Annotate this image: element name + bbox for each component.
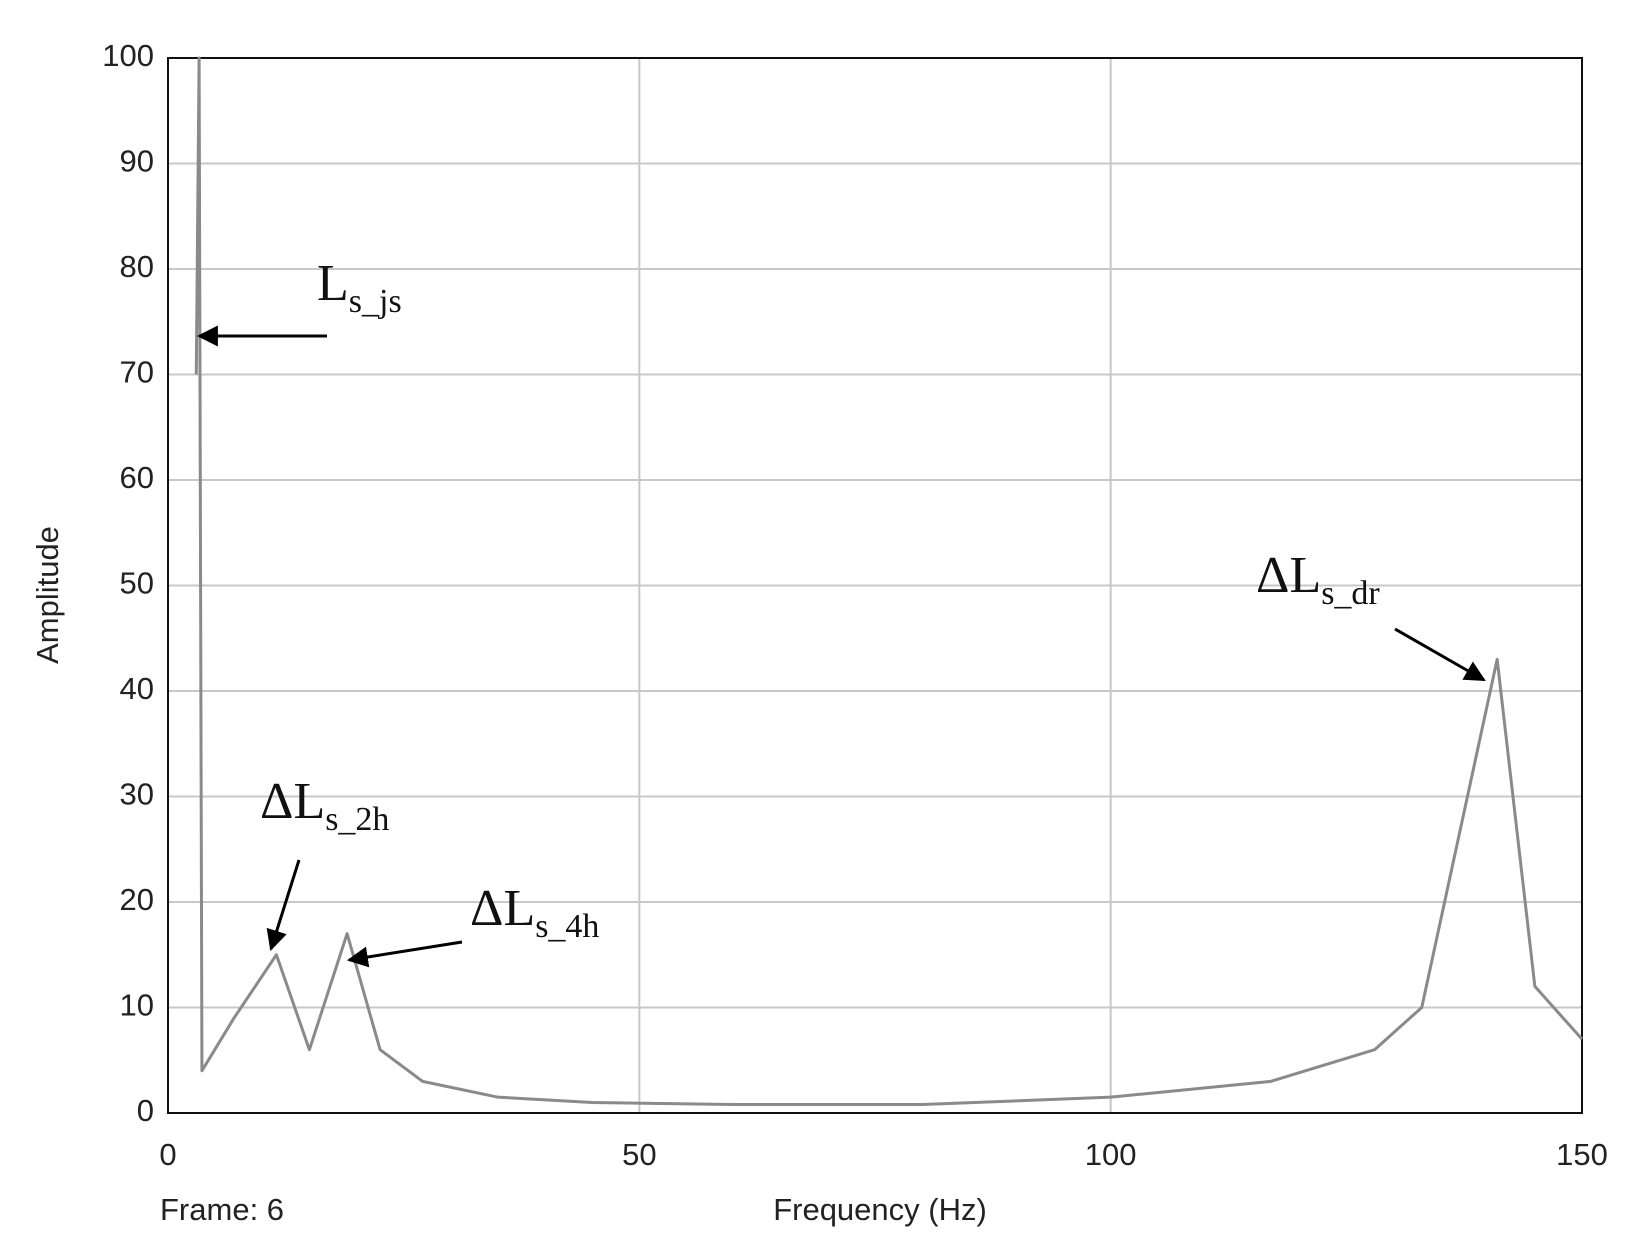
y-tick-label: 20 <box>120 882 154 917</box>
y-tick-label: 30 <box>120 777 154 812</box>
y-tick-label: 90 <box>120 144 154 179</box>
annotation-text: L <box>317 255 349 312</box>
annotation: ΔLs_dr <box>1256 547 1380 612</box>
annotation-subscript: s_js <box>349 283 402 320</box>
y-tick-label: 80 <box>120 249 154 284</box>
y-tick-label: 0 <box>137 1093 154 1128</box>
annotation-subscript: s_2h <box>325 801 389 838</box>
x-tick-label: 150 <box>1556 1137 1608 1172</box>
y-tick-label: 10 <box>120 988 154 1023</box>
annotation-text: ΔL <box>1256 547 1321 604</box>
y-tick-label: 60 <box>120 460 154 495</box>
frame-label: Frame: 6 <box>160 1192 284 1227</box>
y-axis-label: Amplitude <box>30 526 65 664</box>
annotation-text: ΔL <box>470 880 535 937</box>
annotation-arrow <box>266 859 301 952</box>
line-series <box>194 56 1584 1107</box>
y-tick-label: 50 <box>120 566 154 601</box>
annotation: ΔLs_2h <box>260 773 389 838</box>
plot-frame <box>167 57 1583 1114</box>
x-axis-label: Frequency (Hz) <box>773 1192 987 1227</box>
annotation-arrow <box>1394 627 1486 682</box>
annotation: ΔLs_4h <box>470 880 599 945</box>
x-tick-label: 0 <box>159 1137 176 1172</box>
x-tick-label: 100 <box>1085 1137 1137 1172</box>
x-tick-label: 50 <box>622 1137 656 1172</box>
annotation: Ls_js <box>317 255 402 320</box>
annotation-subscript: s_dr <box>1321 575 1380 612</box>
annotation-text: ΔL <box>260 773 325 830</box>
annotation-arrow <box>346 940 463 968</box>
y-tick-label: 100 <box>102 38 154 73</box>
y-tick-label: 70 <box>120 355 154 390</box>
y-tick-label: 40 <box>120 671 154 706</box>
annotation-subscript: s_4h <box>535 908 599 945</box>
